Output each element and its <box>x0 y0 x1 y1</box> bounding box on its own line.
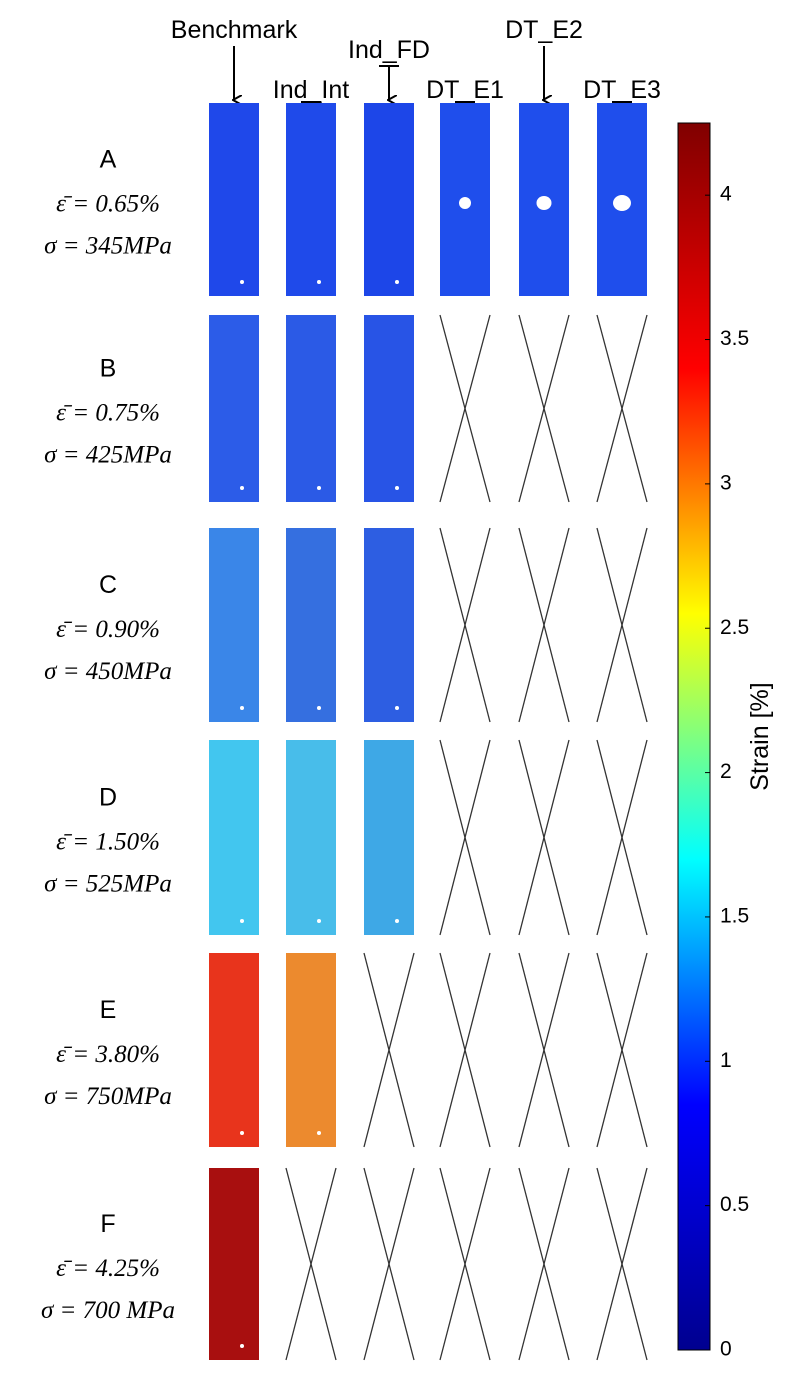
column-label: DT_E3 <box>583 76 661 104</box>
column-label: Ind_Int <box>273 76 350 104</box>
cross <box>596 1167 648 1361</box>
row-letter: E <box>100 996 117 1024</box>
hole <box>536 196 552 210</box>
strain-map <box>209 953 259 1147</box>
speck <box>317 919 321 923</box>
row-strain: ε̄ = 0.65% <box>56 191 160 218</box>
row-stress: σ = 525MPa <box>44 871 172 898</box>
colorbar-tick-label: 3.5 <box>720 327 749 350</box>
cross <box>596 952 648 1148</box>
colorbar-tick-label: 2 <box>720 760 732 783</box>
row-strain: ε̄ = 0.75% <box>56 400 160 427</box>
speck <box>395 486 399 490</box>
speck <box>317 1131 321 1135</box>
cross <box>596 314 648 503</box>
cross <box>439 314 491 503</box>
row-strain: ε̄ = 4.25% <box>56 1255 160 1282</box>
row-letter: B <box>100 355 117 383</box>
colorbar-tick-label: 0 <box>720 1338 732 1361</box>
strain-map <box>286 953 336 1147</box>
strain-map <box>286 528 336 722</box>
hole <box>459 197 471 209</box>
cross <box>518 527 570 723</box>
cross <box>596 527 648 723</box>
colorbar-tick-label: 0.5 <box>720 1193 749 1216</box>
row-letter: F <box>100 1210 115 1238</box>
strain-map <box>286 315 336 502</box>
row-strain: ε̄ = 1.50% <box>56 829 160 856</box>
cross <box>439 1167 491 1361</box>
speck <box>317 280 321 284</box>
cross <box>439 739 491 936</box>
speck <box>395 280 399 284</box>
strain-map <box>364 103 414 296</box>
strain-map <box>286 103 336 296</box>
speck <box>240 706 244 710</box>
speck <box>395 706 399 710</box>
strain-map <box>209 315 259 502</box>
column-label: DT_E2 <box>505 16 583 44</box>
colorbar-tick-label: 2.5 <box>720 616 749 639</box>
cross <box>518 1167 570 1361</box>
colorbar-tick-label: 1.5 <box>720 904 749 927</box>
strain-map <box>364 315 414 502</box>
colorbar <box>677 122 711 1351</box>
colorbar-label: Strain [%] <box>746 682 774 790</box>
row-stress: σ = 345MPa <box>44 233 172 260</box>
colorbar-tick-label: 1 <box>720 1049 732 1072</box>
speck <box>240 280 244 284</box>
row-letter: A <box>100 146 117 174</box>
speck <box>240 919 244 923</box>
speck <box>317 706 321 710</box>
colorbar-tick-label: 3 <box>720 471 732 494</box>
column-label: Benchmark <box>171 16 298 44</box>
cross <box>363 1167 415 1361</box>
speck <box>240 1344 244 1348</box>
cross <box>518 739 570 936</box>
column-label: Ind_FD <box>348 36 430 64</box>
cross <box>439 952 491 1148</box>
cross <box>439 527 491 723</box>
row-stress: σ = 450MPa <box>44 658 172 685</box>
cross <box>363 952 415 1148</box>
colorbar-tick-label: 4 <box>720 183 732 206</box>
cross <box>518 314 570 503</box>
hole <box>613 195 631 211</box>
speck <box>240 1131 244 1135</box>
row-stress: σ = 425MPa <box>44 442 172 469</box>
speck <box>395 919 399 923</box>
column-label: DT_E1 <box>426 76 504 104</box>
row-strain: ε̄ = 3.80% <box>56 1041 160 1068</box>
row-stress: σ = 750MPa <box>44 1083 172 1110</box>
strain-map <box>364 528 414 722</box>
strain-map <box>209 740 259 935</box>
strain-map <box>364 740 414 935</box>
row-strain: ε̄ = 0.90% <box>56 616 160 643</box>
row-letter: D <box>99 784 117 812</box>
speck <box>240 486 244 490</box>
row-stress: σ = 700 MPa <box>41 1297 175 1324</box>
cross <box>596 739 648 936</box>
strain-map <box>209 103 259 296</box>
row-letter: C <box>99 571 117 599</box>
cross <box>518 952 570 1148</box>
strain-map <box>209 528 259 722</box>
cross <box>285 1167 337 1361</box>
speck <box>317 486 321 490</box>
strain-map <box>286 740 336 935</box>
strain-map <box>209 1168 259 1360</box>
